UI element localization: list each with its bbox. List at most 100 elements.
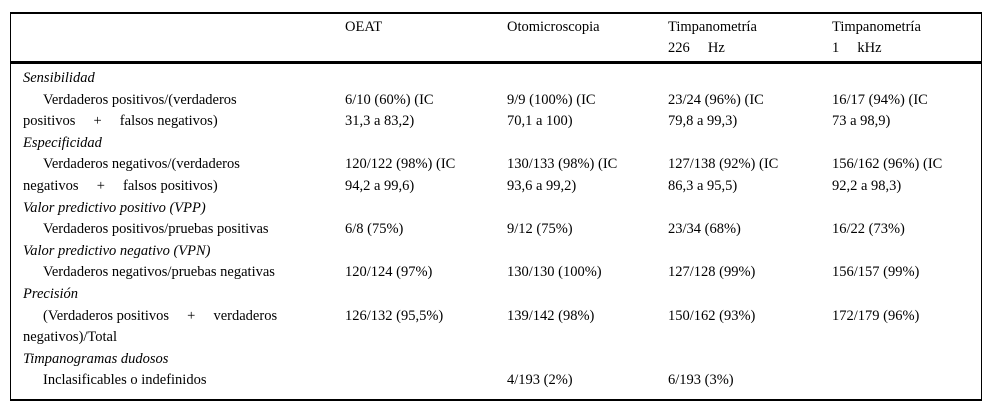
table-header-row: OEAT Otomicroscopia Timpanometría 226 Hz Tim…: [11, 14, 981, 64]
header-label-line: Timpanometría: [668, 19, 757, 35]
value-line: 156/162 (96%) (IC: [832, 156, 943, 173]
section-cell: Valor predictivo positivo (VPP): [11, 198, 345, 220]
table-cell: 150/162 (93%): [668, 306, 832, 328]
data-row-especificidad-values: Verdaderos negativos/(verdaderos negativo…: [11, 154, 981, 197]
value-line: 126/132 (95,5%): [345, 307, 444, 324]
value-line: 79,8 a 99,3): [668, 113, 738, 130]
table-cell: 172/179 (96%): [832, 306, 981, 328]
value-line: 120/124 (97%): [345, 264, 433, 281]
section-cell: Especificidad: [11, 133, 345, 155]
section-row-vpn: Valor predictivo negativo (VPN): [11, 241, 981, 263]
table-cell: Inclasificables o indefinidos: [11, 370, 345, 392]
value-line: 6/10 (60%) (IC: [345, 91, 434, 108]
value-line: 23/34 (68%): [668, 221, 741, 238]
table-cell: 120/122 (98%) (IC 94,2 a 99,6): [345, 154, 507, 197]
data-row-timpanogramas-dudosos-values: Inclasificables o indefinidos 4/193 (2%) 6…: [11, 370, 981, 392]
section-label: Valor predictivo negativo (VPN): [23, 242, 211, 259]
results-table: OEAT Otomicroscopia Timpanometría 226 Hz Tim…: [10, 12, 982, 401]
table-cell: 4/193 (2%): [507, 370, 668, 392]
table-cell: 6/8 (75%): [345, 219, 507, 241]
section-label: Valor predictivo positivo (VPP): [23, 199, 206, 216]
table-cell: Verdaderos positivos/(verdaderos positivo…: [11, 90, 345, 133]
row-label-line: (Verdaderos positivos + verdaderos: [43, 307, 278, 324]
row-label-line: Verdaderos positivos/(verdaderos: [43, 91, 237, 108]
data-row-vpp-values: Verdaderos positivos/pruebas positivas 6/…: [11, 219, 981, 241]
table-cell: 156/162 (96%) (IC 92,2 a 98,3): [832, 154, 981, 197]
value-line: 92,2 a 98,3): [832, 177, 902, 194]
value-line: 4/193 (2%): [507, 372, 573, 389]
table-cell: 156/157 (99%): [832, 262, 981, 284]
row-label-line: positivos + falsos negativos): [23, 113, 218, 130]
value-line: 120/122 (98%) (IC: [345, 156, 456, 173]
value-line: 156/157 (99%): [832, 264, 920, 281]
section-row-sensibilidad: Sensibilidad: [11, 68, 981, 90]
value-line: 31,3 a 83,2): [345, 113, 415, 130]
section-label: Especificidad: [23, 134, 102, 151]
value-line: 6/193 (3%): [668, 372, 734, 389]
row-label-line: Verdaderos negativos/pruebas negativas: [43, 264, 275, 281]
value-line: 130/133 (98%) (IC: [507, 156, 618, 173]
section-row-vpp: Valor predictivo positivo (VPP): [11, 198, 981, 220]
value-line: 139/142 (98%): [507, 307, 595, 324]
table-cell: 126/132 (95,5%): [345, 306, 507, 328]
header-label-line: Otomicroscopia: [507, 19, 600, 35]
section-cell: Precisión: [11, 284, 345, 306]
table-cell: 130/133 (98%) (IC 93,6 a 99,2): [507, 154, 668, 197]
table-cell: 23/34 (68%): [668, 219, 832, 241]
value-line: 130/130 (100%): [507, 264, 602, 281]
section-label: Sensibilidad: [23, 70, 95, 86]
section-cell: Timpanogramas dudosos: [11, 349, 345, 371]
section-row-timpanogramas-dudosos: Timpanogramas dudosos: [11, 349, 981, 371]
data-row-vpn-values: Verdaderos negativos/pruebas negativas 12…: [11, 262, 981, 284]
section-label: Timpanogramas dudosos: [23, 350, 169, 367]
section-cell: Sensibilidad: [11, 68, 345, 90]
section-label: Precisión: [23, 285, 79, 302]
table-cell: 130/130 (100%): [507, 262, 668, 284]
row-label-line: Verdaderos negativos/(verdaderos: [43, 156, 240, 173]
header-cell-timpanometria-1khz: Timpanometría 1 kHz: [832, 17, 981, 59]
header-cell-timpanometria-226hz: Timpanometría 226 Hz: [668, 17, 832, 59]
value-line: 150/162 (93%): [668, 307, 756, 324]
section-row-precision: Precisión: [11, 284, 981, 306]
table-cell: 6/10 (60%) (IC 31,3 a 83,2): [345, 90, 507, 133]
value-line: 172/179 (96%): [832, 307, 920, 324]
table-cell: 16/22 (73%): [832, 219, 981, 241]
value-line: 9/9 (100%) (IC: [507, 91, 596, 108]
table-cell: 139/142 (98%): [507, 306, 668, 328]
table-cell: Verdaderos negativos/(verdaderos negativo…: [11, 154, 345, 197]
header-cell-otomicroscopia: Otomicroscopia: [507, 17, 668, 38]
table-cell: Verdaderos negativos/pruebas negativas: [11, 262, 345, 284]
table-cell: 127/128 (99%): [668, 262, 832, 284]
row-label-line: negativos + falsos positivos): [23, 177, 218, 194]
table-cell: (Verdaderos positivos + verdaderos negati…: [11, 306, 345, 349]
table-cell: 16/17 (94%) (IC 73 a 98,9): [832, 90, 981, 133]
value-line: 9/12 (75%): [507, 221, 573, 238]
table-cell: 127/138 (92%) (IC 86,3 a 95,5): [668, 154, 832, 197]
table-body: Sensibilidad Verdaderos positivos/(verdad…: [11, 64, 981, 399]
header-cell-oeat: OEAT: [345, 17, 507, 38]
table-cell: 9/12 (75%): [507, 219, 668, 241]
value-line: 127/138 (92%) (IC: [668, 156, 779, 173]
header-label-line: 1 kHz: [832, 40, 882, 56]
table-cell: 23/24 (96%) (IC 79,8 a 99,3): [668, 90, 832, 133]
section-row-especificidad: Especificidad: [11, 133, 981, 155]
value-line: 70,1 a 100): [507, 113, 573, 130]
value-line: 86,3 a 95,5): [668, 177, 738, 194]
row-label-line: negativos)/Total: [23, 329, 118, 346]
header-label-line: OEAT: [345, 19, 383, 35]
row-label-line: Verdaderos positivos/pruebas positivas: [43, 221, 269, 238]
value-line: 16/22 (73%): [832, 221, 905, 238]
value-line: 73 a 98,9): [832, 113, 891, 130]
value-line: 127/128 (99%): [668, 264, 756, 281]
row-label-line: Inclasificables o indefinidos: [43, 372, 207, 389]
header-label-line: Timpanometría: [832, 19, 921, 35]
value-line: 23/24 (96%) (IC: [668, 91, 764, 108]
header-label-line: 226 Hz: [668, 40, 725, 56]
table-cell: 9/9 (100%) (IC 70,1 a 100): [507, 90, 668, 133]
section-cell: Valor predictivo negativo (VPN): [11, 241, 345, 263]
value-line: 6/8 (75%): [345, 221, 404, 238]
data-row-sensibilidad-values: Verdaderos positivos/(verdaderos positivo…: [11, 90, 981, 133]
table-cell: Verdaderos positivos/pruebas positivas: [11, 219, 345, 241]
value-line: 16/17 (94%) (IC: [832, 91, 928, 108]
table-cell: 120/124 (97%): [345, 262, 507, 284]
